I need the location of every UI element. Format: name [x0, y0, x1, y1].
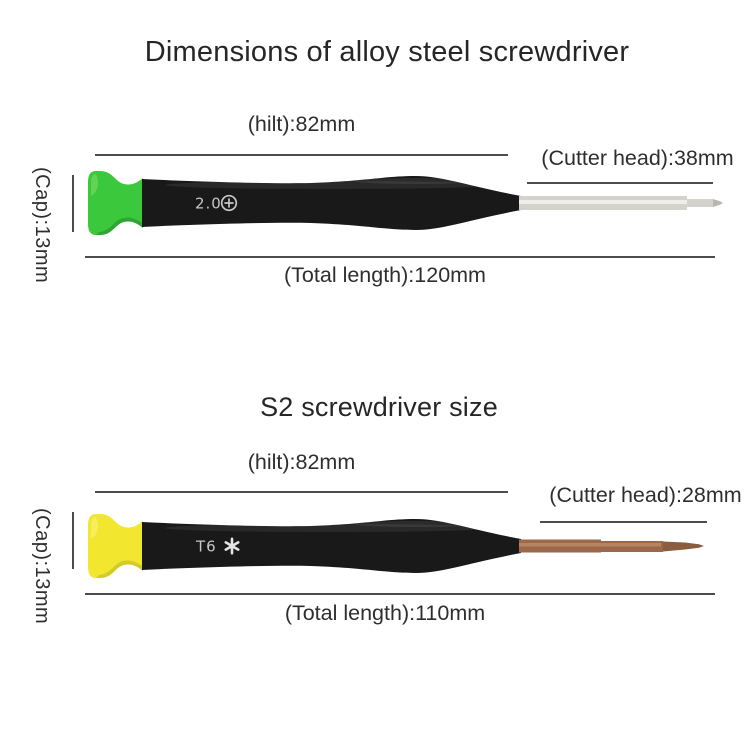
section2-hilt-label: (hilt):82mm	[247, 450, 356, 474]
section1-hilt-line	[95, 154, 508, 156]
shaft-highlight	[519, 200, 687, 204]
shaft-tip	[713, 199, 723, 207]
screwdriver-green-phillips: 2.0	[88, 171, 723, 235]
section1-cutter-head-label: (Cutter head):38mm	[541, 146, 734, 170]
handle-sheen-2	[355, 521, 475, 527]
section2-hilt-line	[95, 491, 508, 493]
shaft-tip	[663, 541, 704, 552]
section1-cutter-head-line	[527, 182, 713, 184]
shaft-tip-section	[687, 199, 713, 207]
handle-sheen	[165, 524, 495, 532]
section2-total-line	[85, 593, 715, 595]
screwdriver-yellow-torx: T6	[88, 514, 704, 578]
shaft-highlight	[519, 543, 661, 547]
cap-highlight	[91, 174, 98, 196]
section2-cap-line	[72, 512, 74, 569]
section2-cutter-head-line	[540, 521, 707, 523]
handle-sheen	[165, 181, 495, 189]
section1-total-label: (Total length):120mm	[284, 263, 486, 287]
cap-shadow	[96, 217, 143, 235]
section2-cap-label: (Cap):13mm	[31, 508, 53, 625]
section1-cap-line	[72, 175, 74, 232]
handle-sheen-2	[355, 178, 475, 184]
phillips-circle-icon	[220, 194, 238, 212]
section1-hilt-label: (hilt):82mm	[247, 112, 356, 136]
section2-cutter-head-label: (Cutter head):28mm	[549, 483, 742, 507]
handle-shape	[142, 519, 521, 573]
handle-marking-text: T6	[195, 538, 217, 556]
handle-marking-text: 2.0	[195, 195, 222, 213]
cap-shadow	[96, 560, 143, 578]
section2-title: S2 screwdriver size	[260, 392, 498, 422]
cap-highlight	[91, 517, 98, 539]
section1-title: Dimensions of alloy steel screwdriver	[144, 36, 630, 68]
handle-shape	[142, 176, 521, 230]
torx-star-icon	[224, 537, 240, 555]
section1-total-line	[85, 256, 715, 258]
section1-cap-label: (Cap):13mm	[31, 167, 53, 284]
cap-shape	[88, 171, 143, 235]
section2-total-label: (Total length):110mm	[284, 601, 486, 625]
cap-shape	[88, 514, 143, 578]
